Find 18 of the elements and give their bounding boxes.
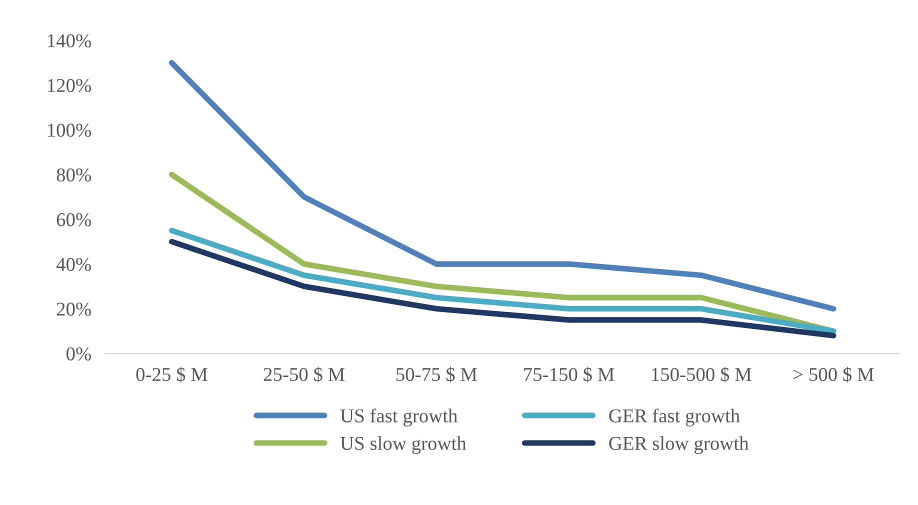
x-tick-label: > 500 $ M <box>794 366 874 382</box>
x-tick-label: 150-500 $ M <box>652 366 752 382</box>
y-tick-label: 80% <box>56 168 92 182</box>
y-tick-label: 40% <box>56 258 92 272</box>
y-tick-label: 140% <box>48 34 92 48</box>
legend-label: US slow growth <box>340 436 466 454</box>
legend-label: US fast growth <box>340 408 458 426</box>
y-tick-label: 100% <box>48 124 92 137</box>
x-tick-label: 50-75 $ M <box>396 366 477 382</box>
y-tick-label: 0% <box>66 347 92 360</box>
legend-label: GER slow growth <box>609 436 749 454</box>
y-tick-label: 20% <box>56 302 92 316</box>
y-tick-label: 120% <box>48 78 92 92</box>
x-tick-label: 75-150 $ M <box>524 366 614 382</box>
x-tick-label: 0-25 $ M <box>136 366 208 382</box>
y-tick-label: 60% <box>56 213 92 226</box>
x-tick-label: 25-50 $ M <box>264 366 345 382</box>
legend-label: GER fast growth <box>609 408 740 426</box>
